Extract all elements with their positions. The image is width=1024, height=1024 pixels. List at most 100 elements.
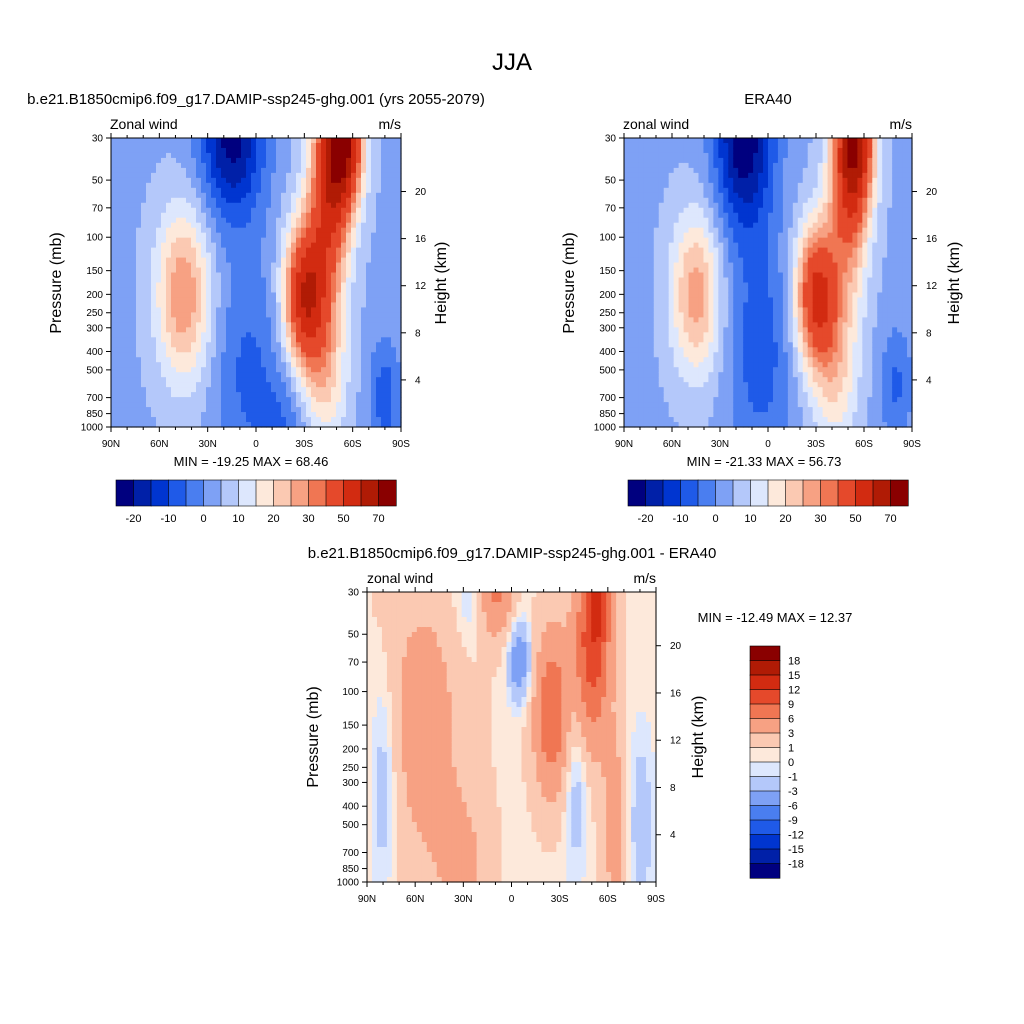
heatmap-cell xyxy=(648,287,655,294)
heatmap-cell xyxy=(141,347,147,353)
heatmap-cell xyxy=(748,177,754,184)
heatmap-cell xyxy=(251,237,257,244)
heatmap-cell xyxy=(226,332,232,338)
heatmap-cell xyxy=(673,197,680,204)
heatmap-cell xyxy=(331,332,337,338)
heatmap-cell xyxy=(748,207,754,214)
heatmap-cell xyxy=(246,182,252,189)
heatmap-cell xyxy=(648,342,655,348)
heatmap-cell xyxy=(126,342,132,348)
heatmap-cell xyxy=(216,197,222,204)
heatmap-cell xyxy=(653,232,660,239)
heatmap-cell xyxy=(231,382,237,388)
heatmap-cell xyxy=(306,167,312,174)
heatmap-cell xyxy=(226,262,232,269)
heatmap-cell xyxy=(131,237,137,244)
heatmap-cell xyxy=(668,147,675,154)
heatmap-cell xyxy=(688,138,695,144)
heatmap-cell xyxy=(718,362,724,368)
heatmap-cell xyxy=(723,138,729,144)
heatmap-cell xyxy=(673,227,680,234)
heatmap-cell xyxy=(658,362,665,368)
heatmap-cell xyxy=(728,392,734,398)
heatmap-cell xyxy=(624,327,630,333)
heatmap-cell xyxy=(351,152,357,159)
heatmap-cell xyxy=(351,357,357,363)
heatmap-cell xyxy=(156,372,162,378)
heatmap-cell xyxy=(693,138,700,144)
heatmap-cell xyxy=(261,262,267,269)
heatmap-cell xyxy=(201,312,207,318)
heatmap-cell xyxy=(236,422,242,428)
heatmap-cell xyxy=(624,277,630,284)
heatmap-cell xyxy=(326,312,332,318)
heatmap-cell xyxy=(311,347,317,353)
heatmap-cell xyxy=(226,172,232,179)
heatmap-cell xyxy=(126,352,132,358)
heatmap-cell xyxy=(683,337,690,343)
heatmap-cell xyxy=(156,227,162,234)
heatmap-cell xyxy=(663,237,670,244)
heatmap-cell xyxy=(391,232,397,239)
heatmap-cell xyxy=(241,147,247,154)
heatmap-cell xyxy=(201,417,207,423)
heatmap-cell xyxy=(351,367,357,373)
heatmap-cell xyxy=(176,197,182,204)
heatmap-cell xyxy=(728,257,734,264)
heatmap-cell xyxy=(361,382,367,388)
heatmap-cell xyxy=(743,312,749,318)
y-tick-label: 50 xyxy=(92,176,104,187)
heatmap-cell xyxy=(206,367,212,373)
heatmap-cell xyxy=(386,272,392,279)
heatmap-cell xyxy=(226,182,232,189)
heatmap-cell xyxy=(688,227,695,234)
heatmap-cell xyxy=(371,337,377,343)
heatmap-cell xyxy=(286,287,292,294)
heatmap-cell xyxy=(146,322,152,328)
heatmap-cell xyxy=(663,332,670,338)
heatmap-cell xyxy=(311,367,317,373)
heatmap-cell xyxy=(683,172,690,179)
heatmap-cell xyxy=(156,257,162,264)
heatmap-cell xyxy=(126,387,132,393)
heatmap-cell xyxy=(346,342,352,348)
heatmap-cell xyxy=(738,362,744,368)
colorbar-swatch xyxy=(343,479,362,507)
heatmap-cell xyxy=(246,312,252,318)
heatmap-cell xyxy=(713,402,719,408)
heatmap-cell xyxy=(381,387,387,393)
heatmap-cell xyxy=(336,307,342,313)
heatmap-cell xyxy=(653,227,660,234)
heatmap-cell xyxy=(291,272,297,279)
heatmap-cell xyxy=(311,377,317,383)
heatmap-cell xyxy=(251,357,257,363)
heatmap-cell xyxy=(331,242,337,249)
heatmap-cell xyxy=(261,417,267,423)
heatmap-cell xyxy=(668,387,675,393)
heatmap-cell xyxy=(624,402,630,408)
heatmap-cell xyxy=(733,397,739,403)
heatmap-cell xyxy=(131,212,137,219)
heatmap-cell xyxy=(146,367,152,373)
heatmap-cell xyxy=(624,177,630,184)
heatmap-cell xyxy=(336,192,342,199)
heatmap-cell xyxy=(708,377,714,383)
heatmap-cell xyxy=(713,362,719,368)
heatmap-cell xyxy=(206,232,212,239)
heatmap-cell xyxy=(643,202,650,209)
heatmap-cell xyxy=(688,407,695,413)
heatmap-cell xyxy=(261,272,267,279)
heatmap-cell xyxy=(753,152,759,159)
heatmap-cell xyxy=(266,417,272,423)
heatmap-cell xyxy=(166,282,172,289)
heatmap-cell xyxy=(191,182,197,189)
heatmap-cell xyxy=(678,217,685,224)
heatmap-cell xyxy=(261,372,267,378)
heatmap-cell xyxy=(266,392,272,398)
heatmap-cell xyxy=(633,392,640,398)
heatmap-cell xyxy=(331,152,337,159)
heatmap-cell xyxy=(396,282,402,289)
heatmap-cell xyxy=(708,252,714,259)
heatmap-cell xyxy=(301,287,307,294)
heatmap-cell xyxy=(648,207,655,214)
